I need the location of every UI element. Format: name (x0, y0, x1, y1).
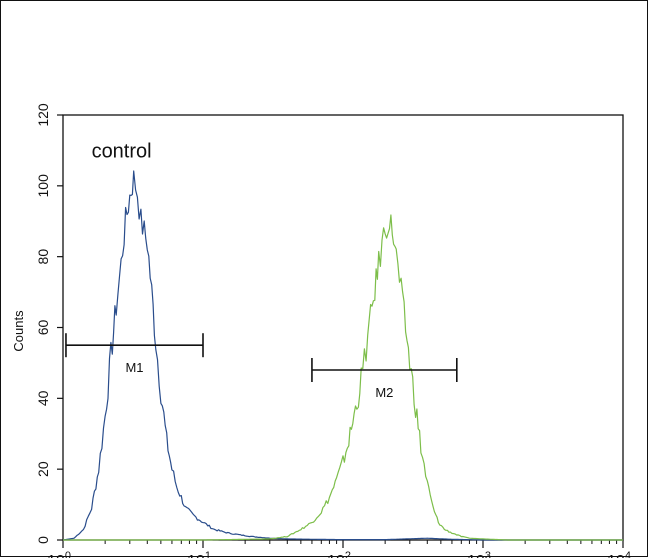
y-tick-label: 100 (35, 174, 51, 198)
y-axis-label: Counts (11, 310, 26, 352)
m1-gate-label: M1 (125, 360, 143, 375)
histogram-series-1 (62, 170, 623, 541)
x-axis: 100 101 102 103 104 (47, 540, 631, 558)
x-tick-label: 103 (467, 550, 491, 558)
y-tick-label: 0 (35, 536, 51, 544)
y-tick-label: 40 (35, 390, 51, 406)
y-tick-label: 120 (35, 103, 51, 127)
x-tick-label: 101 (187, 550, 211, 558)
x-tick-label: 104 (607, 550, 631, 558)
plot-area (62, 114, 624, 541)
x-tick-label: 100 (47, 550, 71, 558)
y-tick-label: 80 (35, 249, 51, 265)
y-axis: 0 20 40 60 80 100 120 (35, 103, 63, 544)
m2-gate-label: M2 (375, 385, 393, 400)
control-annotation: control (92, 140, 152, 162)
y-tick-label: 60 (35, 320, 51, 336)
x-tick-label: 102 (327, 550, 351, 558)
series-layer (62, 170, 623, 541)
y-tick-label: 20 (35, 461, 51, 477)
marker-layer: M1 M2 (65, 333, 458, 400)
histogram-series-2 (63, 214, 623, 541)
